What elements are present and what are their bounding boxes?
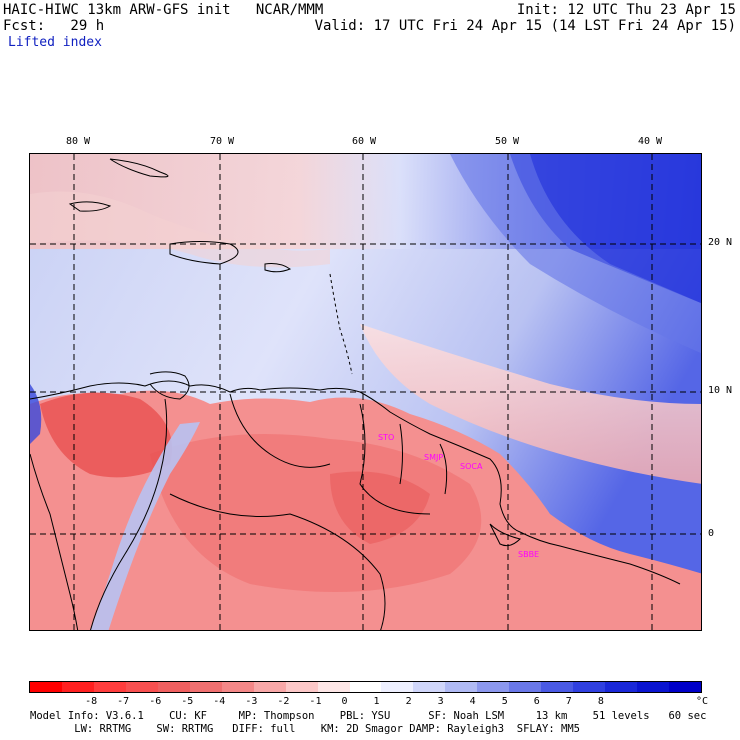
- colorbar-tick-label: -1: [309, 696, 322, 707]
- pacific-coast: [30, 453, 79, 630]
- colorbar-unit: °C: [696, 696, 709, 707]
- lifted-index-map: STO SMJP SOCA SBBE: [29, 153, 702, 631]
- colorbar-swatch: [605, 682, 638, 692]
- colorbar-swatch: [349, 682, 382, 692]
- header-title: HAIC-HIWC 13km ARW-GFS init NCAR/MMM: [3, 2, 324, 18]
- ne-stable-region: [510, 154, 701, 304]
- colorbar-swatch: [669, 682, 702, 692]
- lesser-antilles-chain: [329, 273, 353, 375]
- lon-label-80w: 80 W: [66, 136, 91, 147]
- border-colombia: [90, 398, 168, 630]
- forecast-hour: Fcst: 29 h: [3, 18, 105, 34]
- andes-stable-strip: [90, 422, 200, 630]
- colorbar-tick-label: -4: [213, 696, 226, 707]
- colorbar-swatch: [477, 682, 510, 692]
- colorbar-swatch: [573, 682, 606, 692]
- colombia-unstable: [40, 392, 172, 478]
- border-venezuela: [229, 393, 331, 468]
- station-sbbe: SBBE: [518, 550, 539, 559]
- colorbar-swatch: [61, 682, 94, 692]
- lat-label-10n: 10 N: [708, 385, 733, 396]
- colorbar-tick-label: -2: [277, 696, 290, 707]
- south-america-coast: [30, 380, 681, 585]
- init-time: Init: 12 UTC Thu 23 Apr 15: [516, 2, 736, 18]
- model-info-line2: LW: RRTMG SW: RRTMG DIFF: full KM: 2D Sm…: [30, 723, 580, 735]
- colorbar-swatch: [509, 682, 542, 692]
- border-french-guiana: [439, 443, 448, 495]
- colorbar-swatch: [221, 682, 254, 692]
- colorbar-tick-label: 7: [565, 696, 572, 707]
- jamaica-island: [68, 201, 112, 212]
- colorbar-tick-label: -6: [149, 696, 162, 707]
- model-info-line1: Model Info: V3.6.1 CU: KF MP: Thompson P…: [30, 710, 707, 722]
- colorbar-tick-label: 3: [437, 696, 444, 707]
- hispaniola-island: [169, 241, 239, 265]
- border-suriname: [399, 423, 403, 485]
- colorbar-tick-label: 4: [469, 696, 476, 707]
- colorbar-swatch: [445, 682, 478, 692]
- station-sto: STO: [378, 433, 394, 442]
- caribbean-pink-band: [30, 191, 330, 268]
- valid-time: Valid: 17 UTC Fri 24 Apr 15 (14 LST Fri …: [314, 18, 736, 34]
- colorbar-swatch: [285, 682, 318, 692]
- border-guyana: [359, 403, 431, 515]
- colorbar-tick-label: -7: [117, 696, 130, 707]
- field-name: Lifted index: [8, 35, 102, 50]
- colorbar-swatch: [541, 682, 574, 692]
- puerto-rico-island: [264, 263, 292, 273]
- station-soca: SOCA: [460, 462, 483, 471]
- map-canvas: STO SMJP SOCA SBBE: [30, 154, 701, 630]
- lon-label-70w: 70 W: [210, 136, 235, 147]
- colorbar-tick-label: -5: [181, 696, 194, 707]
- border-brazil-west: [169, 493, 386, 630]
- cuba-island: [109, 158, 169, 178]
- colorbar-swatch: [317, 682, 350, 692]
- colorbar-swatch: [381, 682, 414, 692]
- colorbar-tick-label: -3: [245, 696, 258, 707]
- lon-label-60w: 60 W: [352, 136, 377, 147]
- amazon-unstable-core: [150, 434, 482, 592]
- colorbar-tick-label: 5: [501, 696, 508, 707]
- stations: STO SMJP SOCA SBBE: [378, 433, 539, 559]
- station-smjp: SMJP: [424, 453, 443, 462]
- coastlines: [30, 158, 681, 630]
- guiana-unstable-core: [330, 471, 430, 544]
- colorbar-tick-label: 8: [597, 696, 604, 707]
- lon-label-50w: 50 W: [495, 136, 520, 147]
- graticule: [30, 154, 701, 630]
- lon-label-40w: 40 W: [638, 136, 663, 147]
- colorbar-swatch: [413, 682, 446, 692]
- colorbar-swatch: [93, 682, 126, 692]
- colorbar-tick-label: 2: [405, 696, 412, 707]
- colorbar-swatch: [253, 682, 286, 692]
- colorbar-swatch: [189, 682, 222, 692]
- colorbar-swatch: [125, 682, 158, 692]
- colorbar-tick-label: 1: [373, 696, 380, 707]
- colorbar-tick-label: -8: [85, 696, 98, 707]
- maracaibo-lake: [149, 371, 190, 400]
- lat-label-20n: 20 N: [708, 237, 733, 248]
- lat-label-0: 0: [708, 528, 715, 539]
- equatorial-pink-region: [360, 324, 701, 484]
- colorbar-tick-label: 6: [533, 696, 540, 707]
- colorbar-swatch: [30, 682, 62, 692]
- colorbar-swatch: [157, 682, 190, 692]
- colorbar-tick-label: 0: [341, 696, 348, 707]
- colorbar: [29, 681, 702, 693]
- ne-transition-region: [450, 154, 701, 354]
- amazon-mouth: [489, 523, 521, 547]
- colorbar-swatch: [637, 682, 670, 692]
